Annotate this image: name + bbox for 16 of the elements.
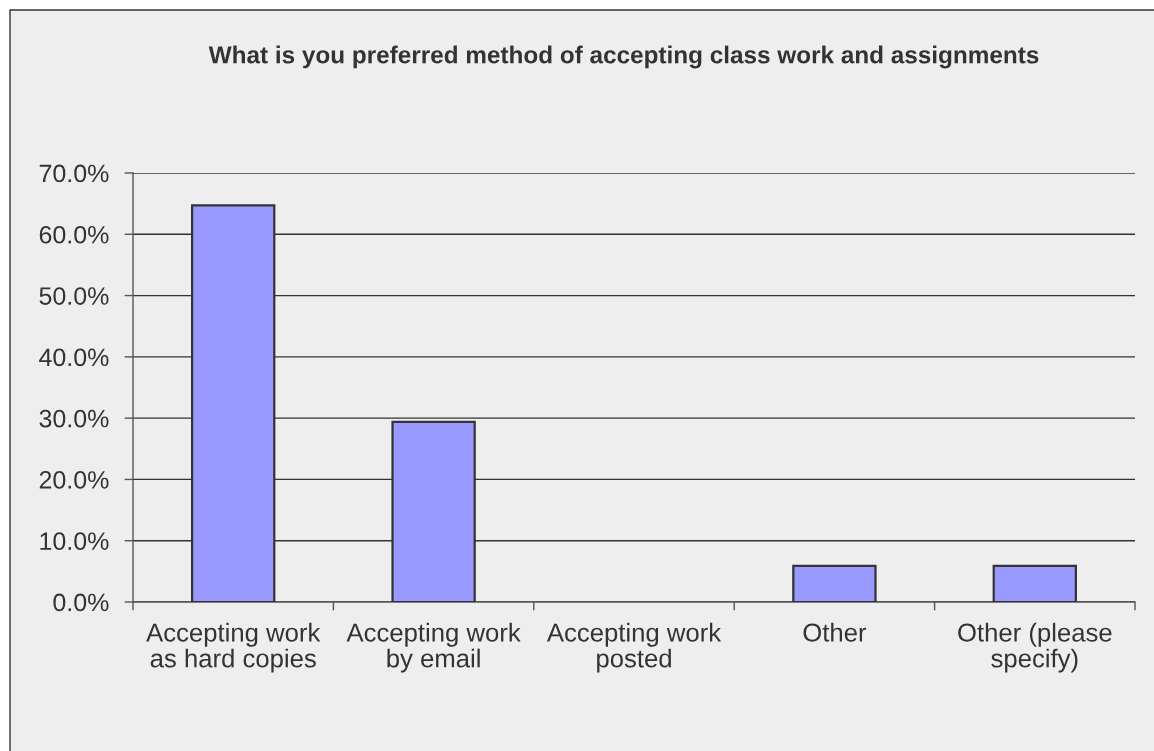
y-tick-label: 70.0% <box>39 164 109 183</box>
bar <box>792 564 877 602</box>
y-tick-label: 10.0% <box>40 532 109 551</box>
x-tick-label: Accepting work as hard copies <box>146 622 321 673</box>
y-tick-label: 0.0% <box>53 593 109 612</box>
x-tick-label: Other (please specify) <box>958 622 1112 673</box>
y-tick-label: 30.0% <box>39 409 109 428</box>
x-tick-label: Accepting work by email <box>346 622 521 673</box>
x-tick-label: Accepting work posted <box>546 622 722 673</box>
y-tick-label: 50.0% <box>39 287 109 305</box>
bar <box>992 564 1077 602</box>
y-tick-label: 20.0% <box>39 471 109 489</box>
chart-title: What is you preferred method of accepting class work and assignments <box>208 45 1039 69</box>
y-tick-label: 40.0% <box>39 348 109 367</box>
y-tick-label: 60.0% <box>39 225 109 244</box>
x-tick-label: Other <box>803 622 867 642</box>
